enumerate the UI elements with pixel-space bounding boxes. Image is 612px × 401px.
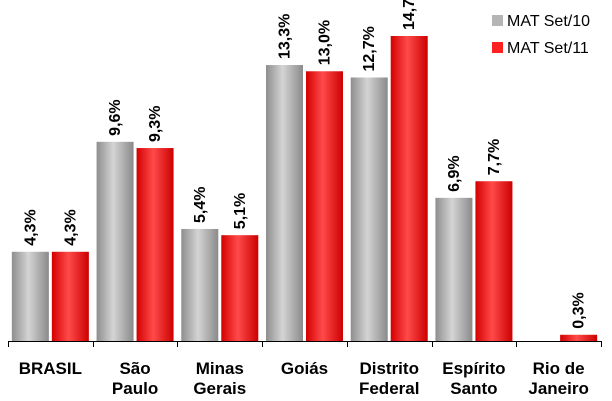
bars-group [11, 36, 598, 342]
bar-set10-3 [266, 65, 303, 342]
bar-set10-5 [435, 197, 473, 341]
bar-set11-6 [560, 334, 598, 341]
x-axis [8, 341, 602, 347]
data-label-set10-4: 12,7% [361, 26, 378, 71]
data-label-set11-3: 13,0% [317, 20, 334, 65]
bar-set11-1 [136, 148, 174, 341]
legend-swatch-set10 [492, 15, 503, 26]
data-label-set10-0: 4,3% [22, 209, 39, 245]
data-label-set10-1: 9,6% [107, 99, 124, 135]
legend-swatch-set11 [492, 42, 503, 53]
data-label-set11-4: 14,7% [401, 0, 418, 30]
data-label-set11-1: 9,3% [147, 106, 164, 142]
category-label-6: Rio de Janeiro [528, 359, 588, 398]
bar-set11-4 [390, 36, 428, 341]
bar-set10-4 [350, 77, 388, 342]
data-label-set11-0: 4,3% [62, 209, 79, 245]
category-label-3: Goiás [281, 359, 328, 378]
category-label-2: Minas Gerais [193, 359, 246, 398]
bar-set10-1 [96, 141, 134, 341]
bar-set10-2 [181, 228, 219, 341]
data-label-set10-3: 13,3% [277, 14, 294, 59]
data-labels-group: 4,3% 4,3% 9,6% 9,3% 5,4% 5,1% 13,3% 13,0% 12,7% 1… [22, 0, 587, 329]
category-labels-group: BRASIL São Paulo Minas Gerais Goiás Distrito Fe… [19, 359, 589, 398]
data-label-set11-2: 5,1% [232, 193, 249, 229]
legend-label-set10: MAT Set/10 [507, 13, 590, 30]
bar-set11-2 [221, 235, 259, 341]
data-label-set11-5: 7,7% [486, 139, 503, 175]
category-label-5: Espírito Santo [442, 359, 505, 398]
category-label-1: São Paulo [112, 359, 158, 398]
bar-set10-0 [11, 251, 49, 341]
category-label-0: BRASIL [19, 359, 82, 378]
data-label-set10-2: 5,4% [192, 186, 209, 222]
legend: MAT Set/10 MAT Set/11 [492, 13, 590, 57]
bar-set11-5 [475, 181, 513, 341]
legend-label-set11: MAT Set/11 [507, 40, 589, 57]
data-label-set10-5: 6,9% [446, 155, 463, 191]
category-label-4: Distrito Federal [359, 359, 419, 398]
data-label-set11-6: 0,3% [571, 292, 588, 328]
bar-set11-3 [306, 71, 343, 342]
bar-set11-0 [51, 251, 89, 341]
